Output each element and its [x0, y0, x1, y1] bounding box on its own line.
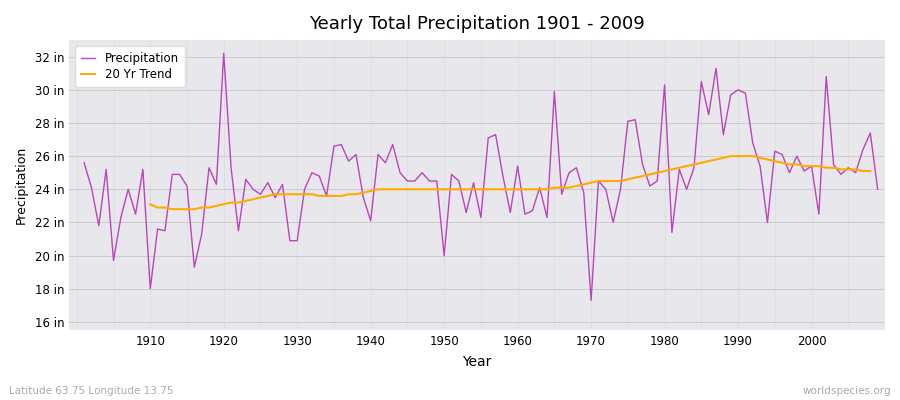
20 Yr Trend: [166, 207, 177, 212]
Precipitation: [307, 170, 318, 175]
Precipitation: [138, 167, 148, 172]
20 Yr Trend: [512, 187, 523, 192]
Precipitation: [872, 187, 883, 192]
20 Yr Trend: [321, 194, 332, 198]
Precipitation: [219, 51, 230, 56]
20 Yr Trend: [343, 192, 354, 197]
Precipitation: [519, 212, 530, 216]
20 Yr Trend: [373, 187, 383, 192]
Line: Precipitation: Precipitation: [84, 53, 878, 300]
Precipitation: [615, 187, 626, 192]
20 Yr Trend: [145, 202, 156, 207]
Precipitation: [512, 164, 523, 168]
X-axis label: Year: Year: [463, 355, 492, 369]
Precipitation: [78, 160, 89, 165]
20 Yr Trend: [718, 156, 729, 160]
Precipitation: [586, 298, 597, 303]
20 Yr Trend: [535, 187, 545, 192]
Precipitation: [351, 152, 362, 157]
20 Yr Trend: [865, 169, 876, 174]
Legend: Precipitation, 20 Yr Trend: Precipitation, 20 Yr Trend: [76, 46, 184, 87]
Text: worldspecies.org: worldspecies.org: [803, 386, 891, 396]
20 Yr Trend: [725, 154, 736, 158]
Text: Latitude 63.75 Longitude 13.75: Latitude 63.75 Longitude 13.75: [9, 386, 174, 396]
Y-axis label: Precipitation: Precipitation: [15, 146, 28, 224]
Line: 20 Yr Trend: 20 Yr Trend: [150, 156, 870, 209]
Title: Yearly Total Precipitation 1901 - 2009: Yearly Total Precipitation 1901 - 2009: [310, 15, 645, 33]
